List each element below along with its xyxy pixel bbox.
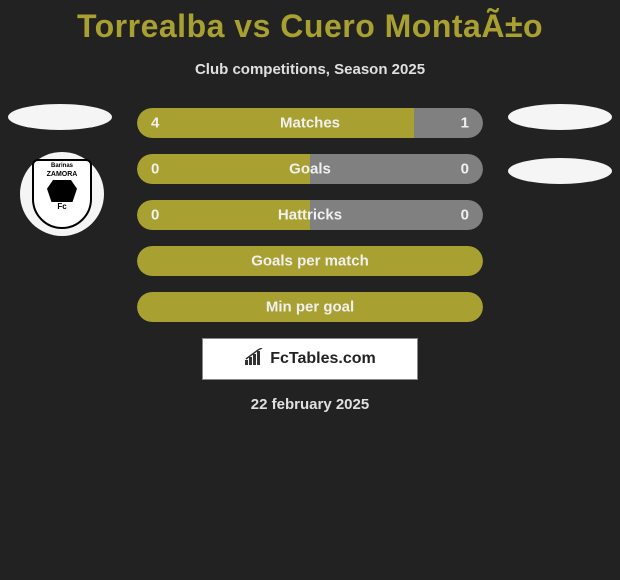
logo-animal-icon [47,180,77,202]
right-club-badge [508,158,612,184]
stats-area: Barinas ZAMORA Fc 4 Matches 1 0 Goals 0 [0,108,620,413]
stat-row-matches: 4 Matches 1 [137,108,483,138]
stat-row-goals: 0 Goals 0 [137,154,483,184]
stat-row-goals-per-match: Goals per match [137,246,483,276]
stat-label: Min per goal [137,299,483,316]
left-player-badge [8,104,112,130]
page-subtitle: Club competitions, Season 2025 [0,61,620,78]
stat-label: Hattricks [137,207,483,224]
stat-row-hattricks: 0 Hattricks 0 [137,200,483,230]
stat-right-value: 1 [461,115,469,132]
stat-right-value: 0 [461,161,469,178]
brand-text: FcTables.com [270,350,376,368]
right-player-badges [508,104,612,212]
logo-mid-text: ZAMORA [47,171,78,178]
left-player-badges: Barinas ZAMORA Fc [8,104,112,236]
stat-label: Goals [137,161,483,178]
stat-row-min-per-goal: Min per goal [137,292,483,322]
bars-chart-icon [244,348,266,371]
stat-label: Goals per match [137,253,483,270]
footer-date: 22 february 2025 [0,396,620,413]
club-shield-icon: Barinas ZAMORA Fc [32,159,92,229]
logo-bottom-text: Fc [57,202,66,211]
brand-box: FcTables.com [202,338,418,380]
stat-label: Matches [137,115,483,132]
logo-top-text: Barinas [51,163,73,169]
page-title: Torrealba vs Cuero MontaÃ±o [0,0,620,45]
stat-bars: 4 Matches 1 0 Goals 0 0 Hattricks 0 Goal… [137,108,483,322]
left-club-logo: Barinas ZAMORA Fc [20,152,104,236]
right-player-badge [508,104,612,130]
stat-right-value: 0 [461,207,469,224]
